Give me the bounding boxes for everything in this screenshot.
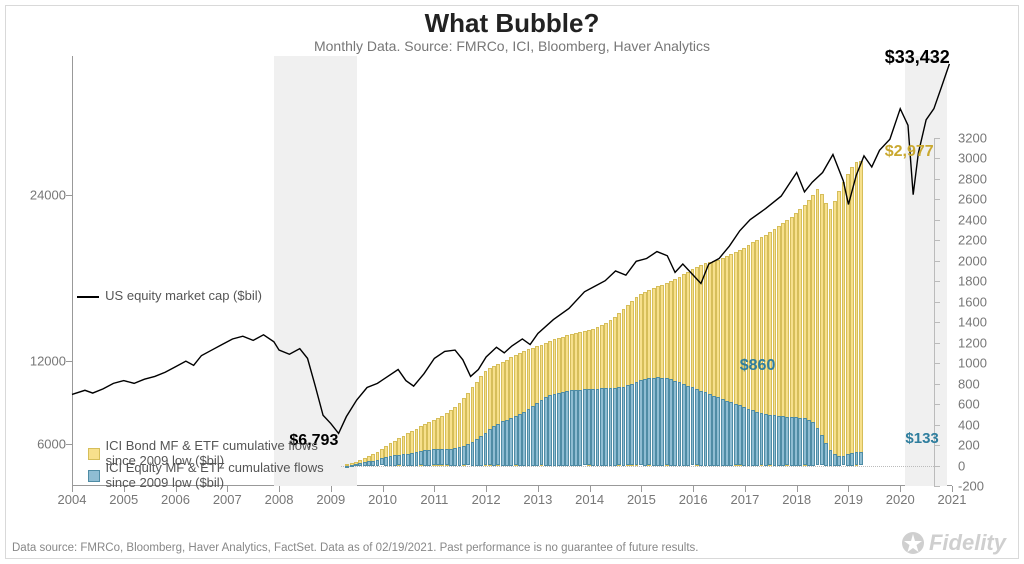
xtick: 2004 [58, 486, 87, 507]
ytick-right-mark [934, 302, 940, 303]
legend-line-label: US equity market cap ($bil) [105, 289, 262, 304]
legend-bond-swatch [88, 448, 100, 460]
ytick-right: 0 [952, 458, 965, 473]
ytick-right: 600 [952, 397, 980, 412]
ytick-right: 2200 [952, 233, 987, 248]
ytick-right-mark [934, 425, 940, 426]
ytick-right: 2800 [952, 171, 987, 186]
xtick: 2019 [834, 486, 863, 507]
chart-title: What Bubble? [0, 8, 1024, 39]
xtick: 2014 [575, 486, 604, 507]
ytick-right-mark [934, 363, 940, 364]
ytick-right: 3200 [952, 130, 987, 145]
xtick: 2012 [472, 486, 501, 507]
ytick-right: 2600 [952, 192, 987, 207]
callout: $33,432 [885, 47, 950, 68]
ytick-right-mark [934, 199, 940, 200]
ytick-right-mark [934, 322, 940, 323]
xtick: 2016 [679, 486, 708, 507]
ytick-right-mark [934, 179, 940, 180]
xtick: 2021 [938, 486, 967, 507]
ytick-right-mark [934, 220, 940, 221]
brand-star-icon [901, 531, 925, 555]
ytick-right: 1000 [952, 356, 987, 371]
ytick-right-mark [934, 343, 940, 344]
ytick-right-mark [934, 261, 940, 262]
ytick-left: 24000 [30, 187, 72, 202]
equity-market-cap-line [72, 64, 949, 434]
legend-line-swatch [77, 296, 99, 298]
ytick-right: 2000 [952, 253, 987, 268]
xtick: 2013 [523, 486, 552, 507]
legend-line-item: US equity market cap ($bil) [77, 289, 262, 304]
xtick: 2011 [420, 486, 448, 507]
ytick-right-mark [934, 281, 940, 282]
ytick-right: 800 [952, 376, 980, 391]
ytick-right: 400 [952, 417, 980, 432]
legend-equity-label: ICI Equity MF & ETF cumulative flows sin… [106, 461, 336, 491]
ytick-right: 1800 [952, 274, 987, 289]
xtick: 2010 [368, 486, 397, 507]
callout: $2,977 [885, 143, 934, 161]
ytick-right: 200 [952, 438, 980, 453]
brand-text: Fidelity [929, 530, 1006, 556]
ytick-left: 6000 [37, 437, 72, 452]
callout: $133 [905, 430, 938, 447]
xtick: 2020 [886, 486, 915, 507]
ytick-right: 1600 [952, 294, 987, 309]
ytick-right: 2400 [952, 212, 987, 227]
xtick: 2018 [782, 486, 811, 507]
ytick-right: 3000 [952, 151, 987, 166]
xtick: 2017 [730, 486, 759, 507]
plot-area: 60001200024000-2000200400600800100012001… [72, 56, 952, 486]
footnote: Data source: FMRCo, Bloomberg, Haver Ana… [12, 542, 699, 554]
ytick-right-mark [934, 138, 940, 139]
ytick-right-mark [934, 240, 940, 241]
ytick-right: 1200 [952, 335, 987, 350]
ytick-right-mark [934, 404, 940, 405]
brand-logo: Fidelity [901, 530, 1006, 556]
ytick-right-mark [934, 384, 940, 385]
callout: $860 [740, 357, 776, 375]
ytick-left: 12000 [30, 354, 72, 369]
legend-equity-item: ICI Equity MF & ETF cumulative flows sin… [88, 461, 336, 491]
ytick-right: 1400 [952, 315, 987, 330]
line-series-layer [72, 56, 952, 486]
xtick: 2015 [627, 486, 656, 507]
chart-subtitle: Monthly Data. Source: FMRCo, ICI, Bloomb… [0, 38, 1024, 54]
legend-equity-swatch [88, 470, 100, 482]
ytick-right-mark [934, 466, 940, 467]
ytick-right-mark [934, 158, 940, 159]
